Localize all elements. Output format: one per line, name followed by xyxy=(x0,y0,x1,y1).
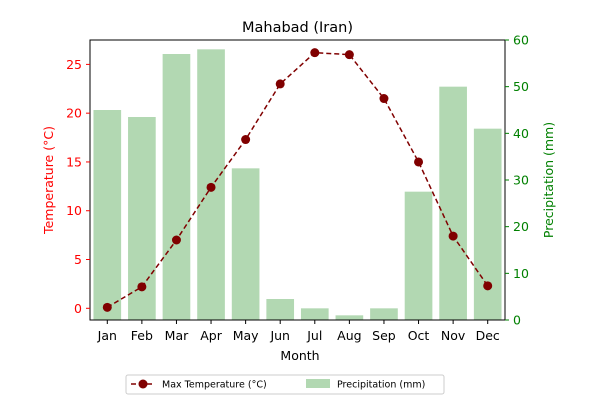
x-tick-label: Sep xyxy=(372,328,396,343)
y-axis-right-label: Precipitation (mm) xyxy=(541,122,556,238)
temperature-line-path xyxy=(106,51,489,308)
chart-title: Mahabad (Iran) xyxy=(242,20,353,36)
precipitation-bar xyxy=(335,315,364,320)
x-tick-label: Aug xyxy=(337,328,361,343)
y-left-tick-label: 0 xyxy=(74,301,82,316)
precipitation-bar xyxy=(439,86,467,321)
precipitation-bar xyxy=(266,299,295,320)
x-tick-label: Jan xyxy=(97,328,117,343)
x-tick-label: Oct xyxy=(408,328,430,343)
y-axis-right: 0 10 20 30 40 50 60 xyxy=(505,33,529,328)
y-right-tick-label: 60 xyxy=(513,33,529,48)
x-tick-label: Mar xyxy=(165,328,189,343)
y-right-tick-label: 0 xyxy=(513,313,521,328)
temperature-point xyxy=(379,94,389,104)
y-right-tick-label: 20 xyxy=(513,219,529,234)
precipitation-bar xyxy=(231,168,260,320)
temperature-point xyxy=(171,235,181,245)
legend-bar-swatch xyxy=(306,379,330,388)
x-tick-label: Dec xyxy=(476,328,500,343)
y-right-tick-label: 40 xyxy=(513,126,529,141)
temperature-point xyxy=(483,281,493,291)
temperature-point xyxy=(137,282,147,292)
temperature-line xyxy=(102,48,493,312)
temperature-point xyxy=(275,79,285,89)
temperature-point xyxy=(102,302,112,312)
y-axis-left-label: Temperature (°C) xyxy=(41,126,56,235)
legend-line-marker xyxy=(138,379,148,389)
temperature-point xyxy=(310,48,320,58)
precipitation-bar xyxy=(162,54,191,320)
precipitation-bar xyxy=(473,128,502,320)
temperature-point xyxy=(448,231,458,241)
precipitation-bar xyxy=(370,308,398,320)
x-tick-label: Apr xyxy=(200,328,222,343)
y-axis-left: 0 5 10 15 20 25 xyxy=(66,57,90,316)
temperature-point xyxy=(241,135,251,145)
y-right-tick-label: 50 xyxy=(513,79,529,94)
x-axis: Jan Feb Mar Apr May Jun Jul Aug Sep Oct Nov Dec xyxy=(97,320,500,343)
x-tick-label: May xyxy=(233,328,259,343)
y-right-tick-label: 10 xyxy=(513,266,529,281)
y-left-tick-label: 25 xyxy=(66,57,82,72)
legend-frame xyxy=(125,374,445,395)
precipitation-bars xyxy=(93,49,502,321)
precipitation-bar xyxy=(300,308,329,320)
temperature-point xyxy=(414,157,424,167)
x-tick-label: Jun xyxy=(269,328,290,343)
x-tick-label: Jul xyxy=(306,328,322,343)
legend: Max Temperature (°C) Precipitation (mm) xyxy=(125,374,445,395)
x-tick-label: Feb xyxy=(131,328,153,343)
y-left-tick-label: 10 xyxy=(66,203,82,218)
precipitation-bar xyxy=(404,191,433,320)
y-left-tick-label: 20 xyxy=(66,106,82,121)
x-tick-label: Nov xyxy=(441,328,466,343)
x-axis-label: Month xyxy=(280,348,319,363)
legend-label-temperature: Max Temperature (°C) xyxy=(162,380,267,391)
precipitation-bar xyxy=(93,110,122,320)
temperature-point xyxy=(344,50,354,60)
y-left-tick-label: 15 xyxy=(66,154,82,169)
legend-label-precipitation: Precipitation (mm) xyxy=(337,380,425,391)
y-right-tick-label: 30 xyxy=(513,173,529,188)
y-left-tick-label: 5 xyxy=(74,252,82,267)
temperature-point xyxy=(206,182,216,192)
